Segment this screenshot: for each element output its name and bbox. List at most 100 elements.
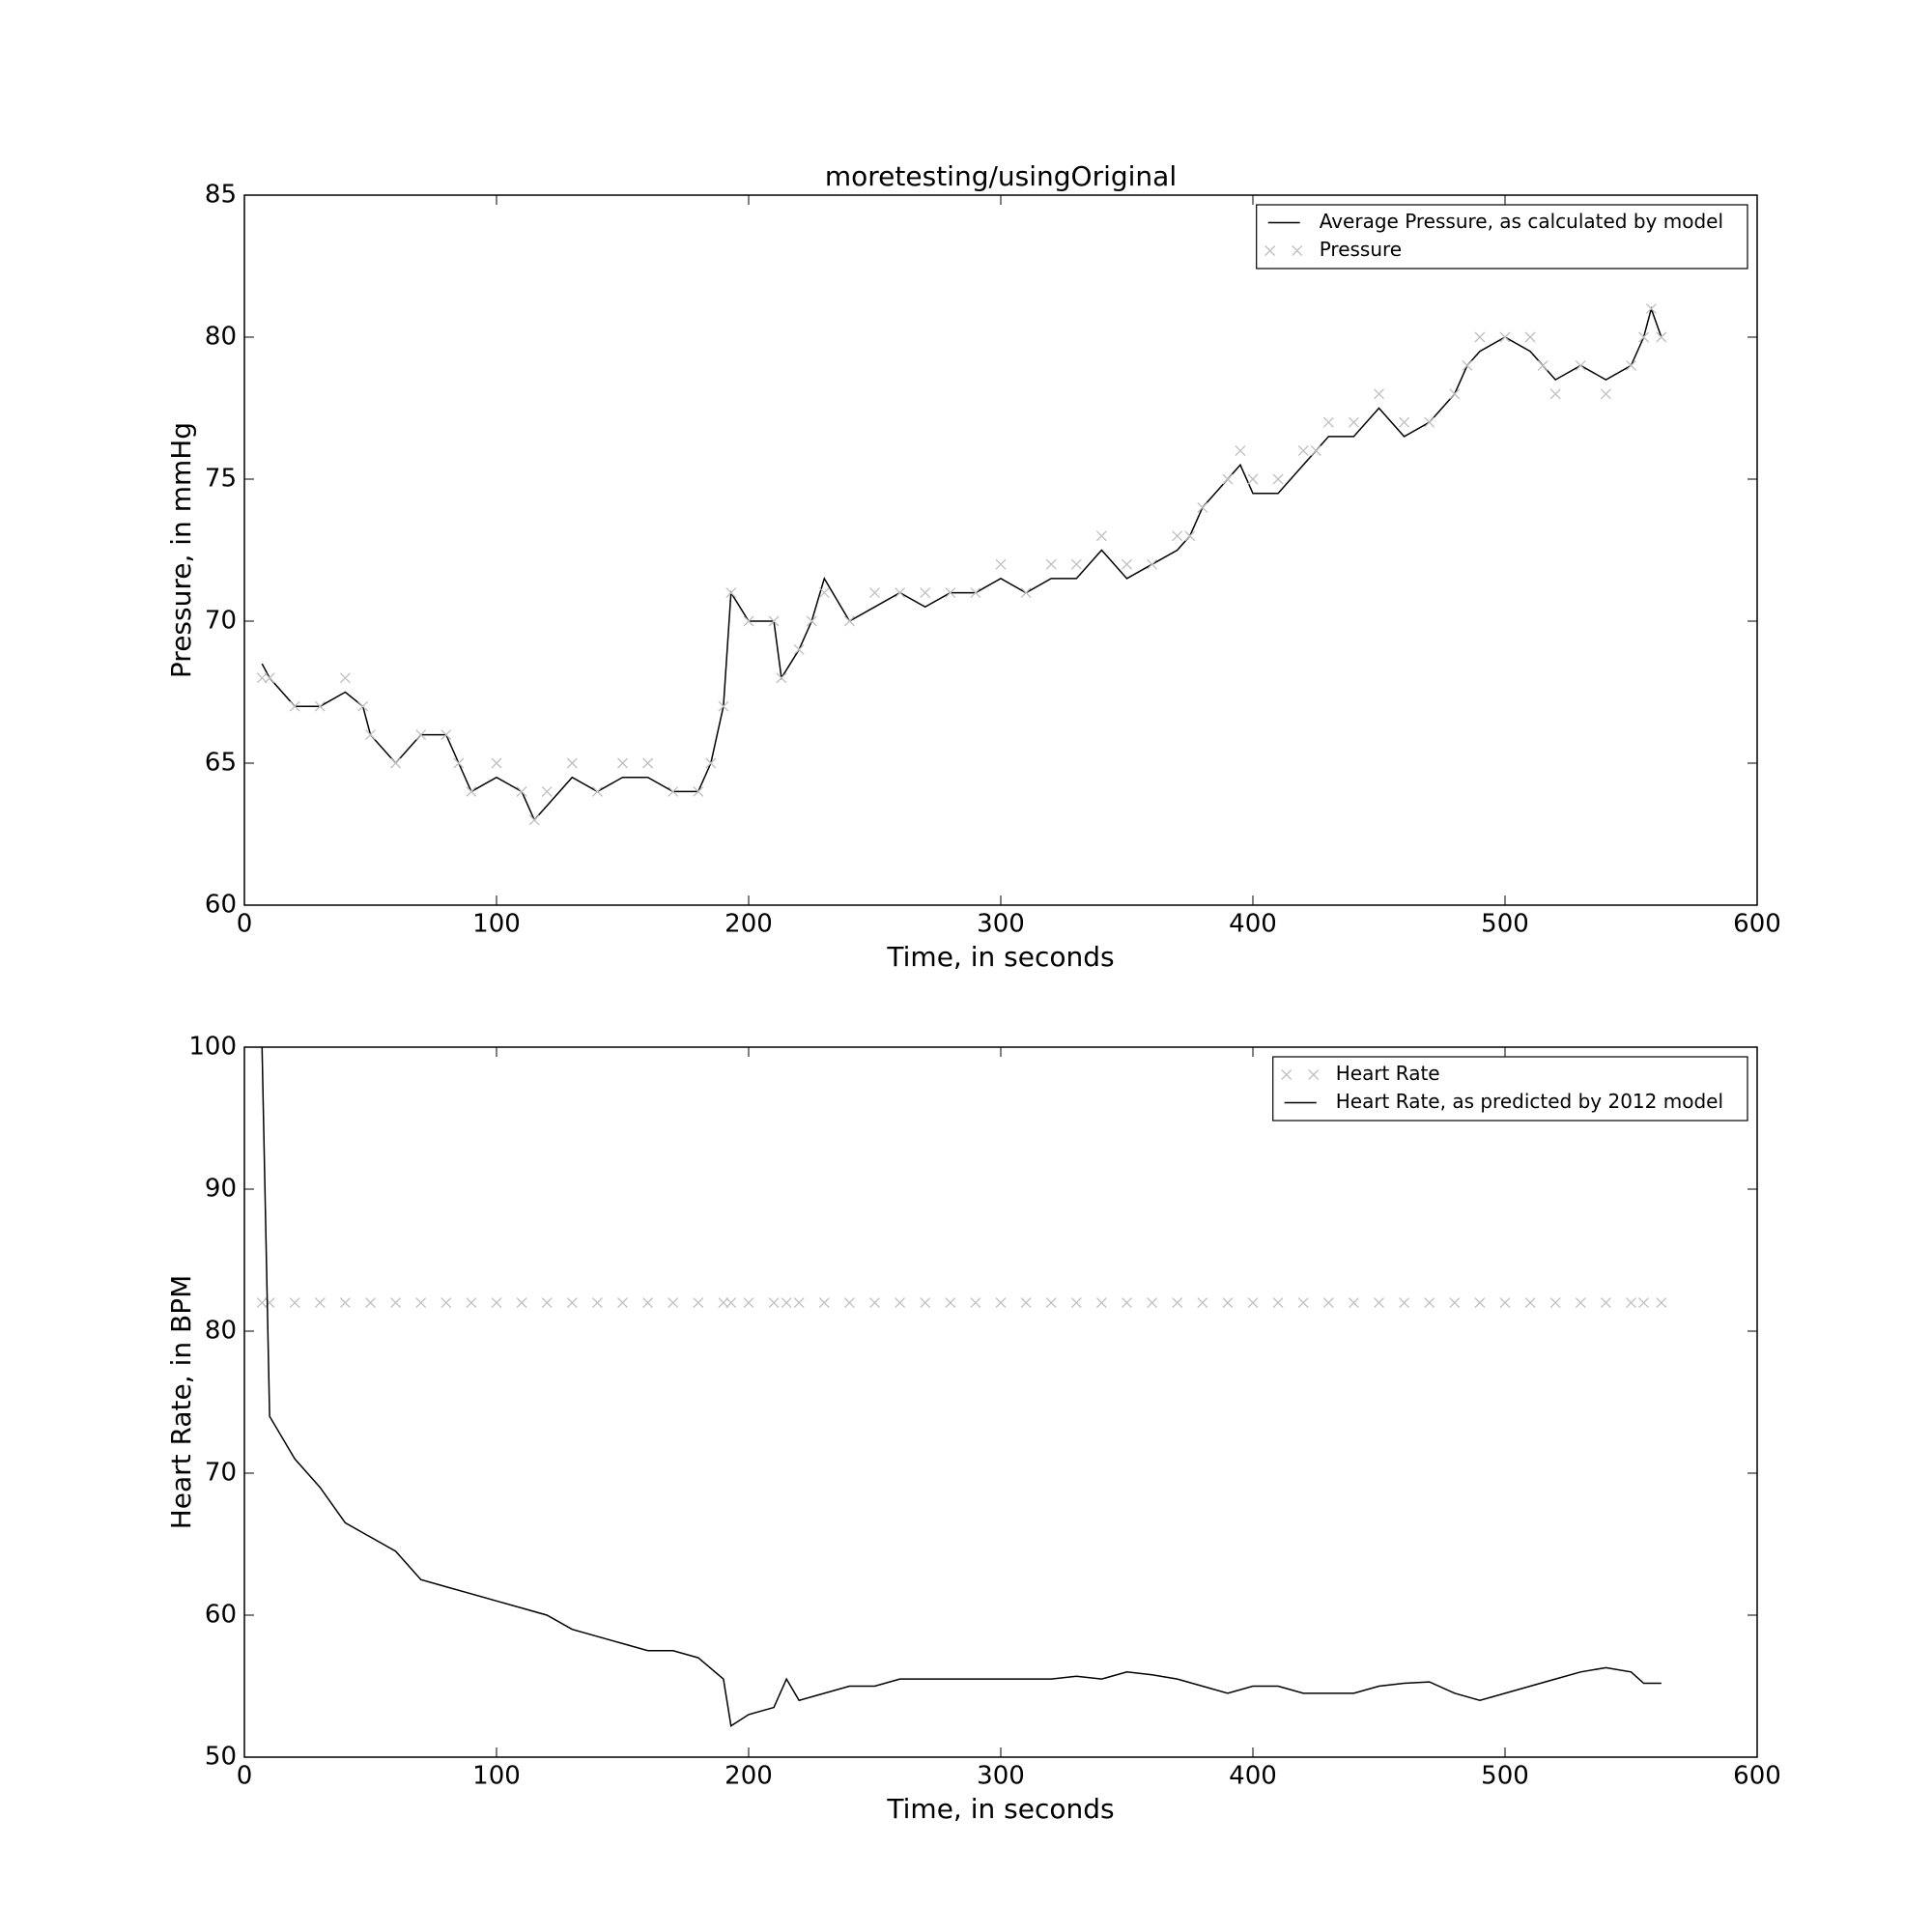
plot [256,1047,1667,1727]
marker [806,615,817,627]
marker [339,672,351,684]
marker [440,1297,452,1309]
marker [1600,388,1611,400]
marker [1264,245,1276,256]
plot [256,303,1667,826]
marker [1575,1297,1586,1309]
marker [1222,473,1234,485]
marker [591,785,603,797]
marker [793,643,805,655]
plot-area [244,195,1757,905]
marker [920,587,931,599]
marker [1222,1297,1234,1309]
legend-label: Heart Rate, as predicted by 2012 model [1336,1090,1723,1113]
marker [1322,416,1334,428]
marker [1197,501,1208,513]
series-line [261,1047,1662,1727]
chart-title: moretesting/usingOriginal [825,160,1177,192]
marker [843,615,855,627]
x-tick-label: 300 [977,910,1025,939]
marker [1247,1297,1259,1309]
marker [1474,1297,1486,1309]
y-axis-label: Heart Rate, in BPM [165,1275,197,1530]
marker [1399,416,1410,428]
marker [256,672,268,684]
marker [1524,331,1536,343]
y-tick-label: 100 [188,1033,237,1062]
marker [768,1297,780,1309]
marker [453,757,465,769]
marker [718,700,729,712]
legend-label: Heart Rate [1336,1062,1440,1085]
marker [516,1297,527,1309]
marker [1070,1297,1082,1309]
marker [617,1297,628,1309]
marker [668,785,679,797]
marker [466,1297,477,1309]
legend: Average Pressure, as calculated by model… [1256,204,1748,270]
marker [1172,1297,1183,1309]
marker [693,1297,704,1309]
marker [818,587,830,599]
marker [725,587,737,599]
plot-area [244,1047,1757,1757]
x-tick-label: 200 [724,1762,773,1791]
marker [793,1297,805,1309]
x-tick-label: 600 [1733,1762,1781,1791]
marker [869,587,880,599]
marker [617,757,628,769]
marker [743,615,754,627]
y-tick-label: 70 [205,607,237,636]
x-tick-label: 600 [1733,910,1781,939]
marker [1374,388,1384,400]
marker [1172,530,1183,542]
legend-box [1272,1056,1748,1122]
x-axis-label: Time, in seconds [886,1793,1114,1825]
marker [1122,1297,1132,1309]
x-axis-label: Time, in seconds [886,941,1114,973]
marker [264,672,275,684]
marker [440,729,452,741]
marker [843,1297,855,1309]
marker [1499,1297,1511,1309]
marker [541,785,553,797]
marker [1095,1297,1107,1309]
marker [541,1297,553,1309]
y-tick-label: 85 [205,181,237,210]
x-tick-label: 500 [1481,910,1529,939]
marker [1638,1297,1650,1309]
marker [1474,331,1486,343]
marker [995,1297,1007,1309]
marker [1020,1297,1032,1309]
marker [1297,445,1309,457]
marker [1600,1297,1611,1309]
marker [1424,1297,1435,1309]
marker [1281,1069,1293,1080]
x-tick-label: 200 [724,910,773,939]
y-tick-label: 60 [205,891,237,920]
marker [895,587,906,599]
marker [1045,558,1057,570]
marker [895,1297,906,1309]
x-tick-label: 300 [977,1762,1025,1791]
marker [390,757,402,769]
marker [945,1297,956,1309]
marker [725,1297,737,1309]
marker [1348,1297,1359,1309]
marker [781,1297,792,1309]
marker [776,672,787,684]
x-tick-label: 0 [237,1762,253,1791]
legend-label: Average Pressure, as calculated by model [1320,210,1723,233]
marker [1197,1297,1208,1309]
marker [264,1297,275,1309]
marker [1462,359,1473,371]
marker [1272,473,1284,485]
marker [1638,331,1650,343]
marker [1549,388,1561,400]
marker [256,1297,268,1309]
x-tick-label: 400 [1229,1762,1277,1791]
marker [668,1297,679,1309]
marker [314,700,326,712]
marker [1424,416,1435,428]
marker [1524,1297,1536,1309]
